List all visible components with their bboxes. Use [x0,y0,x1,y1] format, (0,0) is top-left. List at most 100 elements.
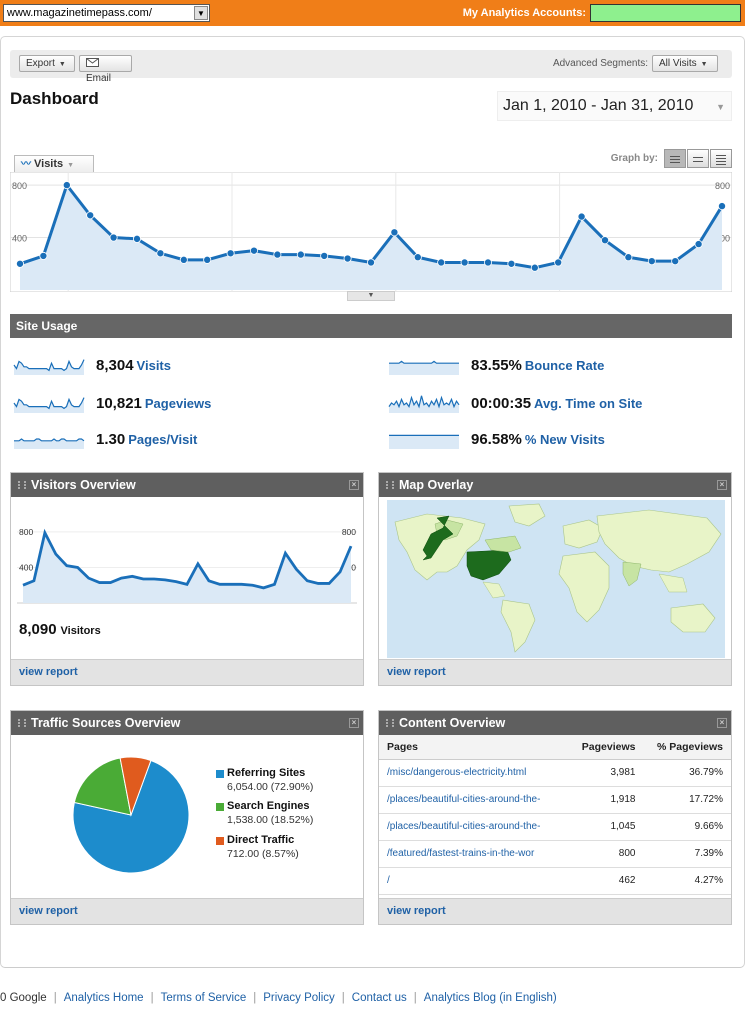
data-point[interactable] [530,263,539,272]
data-point[interactable] [226,249,235,258]
pie-slice[interactable] [73,757,132,816]
export-button[interactable]: Export ▼ [19,55,75,72]
usage-metric-link[interactable]: Avg. Time on Site [534,396,643,411]
graph-by-month-button[interactable] [710,149,732,168]
data-point[interactable] [273,250,282,259]
data-point[interactable] [62,181,71,190]
segments-dropdown[interactable]: All Visits ▼ [652,55,718,72]
footer-link-privacy[interactable]: Privacy Policy [263,992,335,1004]
y-tick-label-right: 400 [715,234,730,244]
chevron-down-icon: ▼ [716,102,725,112]
page-link[interactable]: /featured/fastest-trains-in-the-wor [387,848,535,859]
content-table: Pages Pageviews % Pageviews /misc/danger… [379,735,731,895]
graph-expander[interactable]: ▼ [347,291,395,301]
data-point[interactable] [460,258,469,267]
sparkline-area [14,439,84,449]
usage-metric-value: 10,821 [96,395,142,412]
column-header-pageviews[interactable]: Pageviews [569,735,644,760]
data-point[interactable] [86,211,95,220]
percent-pageviews-cell: 36.79% [643,759,731,787]
data-point[interactable] [343,254,352,263]
pie-slice[interactable] [72,759,190,874]
column-header-pages[interactable]: Pages [379,735,570,760]
usage-metric: 83.55% Bounce Rate [471,357,604,374]
visits-line-chart: 800800400400Jan 4Jan 11Jan 18Jan 25 [10,172,732,292]
footer-link-analytics-home[interactable]: Analytics Home [63,992,144,1004]
footer-link-terms[interactable]: Terms of Service [160,992,247,1004]
data-point[interactable] [437,258,446,267]
view-report-link[interactable]: view report [387,905,446,917]
data-point[interactable] [296,250,305,259]
data-point[interactable] [366,258,375,267]
data-point[interactable] [156,249,165,258]
drag-handle-icon[interactable] [18,481,26,489]
table-row: /featured/fastest-trains-in-the-wor 800 7.… [379,840,731,868]
page-footer: 0 Google | Analytics Home | Terms of Service… [0,992,557,1004]
page-link[interactable]: /misc/dangerous-electricity.html [387,767,527,778]
traffic-sources-footer: view report [11,898,363,924]
usage-metric-value: 1.30 [96,431,126,448]
graph-by-week-button[interactable] [687,149,709,168]
email-button[interactable]: Email [79,55,132,84]
table-row: /misc/dangerous-electricity.html 3,981 36.… [379,759,731,787]
page-cell: /places/beautiful-cities-around-the- [379,813,570,841]
data-point[interactable] [718,202,727,211]
data-point[interactable] [601,236,610,245]
site-select-value: www.magazinetimepass.com/ [7,7,152,19]
data-point[interactable] [320,251,329,260]
view-report-link[interactable]: view report [19,666,78,678]
page-link[interactable]: /places/beautiful-cities-around-the- [387,794,541,805]
close-icon[interactable]: × [717,718,727,728]
data-point[interactable] [647,257,656,266]
y-tick-label-left: 800 [12,181,27,191]
close-icon[interactable]: × [717,480,727,490]
view-report-link[interactable]: view report [387,666,446,678]
date-range-picker[interactable]: Jan 1, 2010 - Jan 31, 2010 ▼ [497,91,732,121]
page-link[interactable]: /places/beautiful-cities-around-the- [387,821,541,832]
data-point[interactable] [179,255,188,264]
usage-metric-link[interactable]: Visits [136,358,171,373]
y-tick-label-left: 400 [19,562,33,572]
drag-handle-icon[interactable] [386,719,394,727]
footer-link-blog[interactable]: Analytics Blog (in English) [423,992,557,1004]
pie-slice[interactable] [119,756,152,817]
drag-handle-icon[interactable] [386,481,394,489]
data-point[interactable] [16,259,24,268]
data-point[interactable] [694,240,703,249]
accounts-select[interactable] [590,4,741,22]
site-select[interactable]: www.magazinetimepass.com/ ▼ [3,4,210,22]
y-tick-label-right: 800 [715,181,730,191]
data-point[interactable] [203,255,212,264]
data-point[interactable] [249,246,258,255]
data-point[interactable] [554,258,563,267]
world-map[interactable] [387,500,725,658]
pageviews-cell: 462 [569,867,644,895]
column-header-percent-pageviews[interactable]: % Pageviews [643,735,731,760]
data-point[interactable] [39,251,48,260]
view-report-link[interactable]: view report [19,905,78,917]
data-point[interactable] [133,234,142,243]
data-point[interactable] [577,212,586,221]
drag-handle-icon[interactable] [18,719,26,727]
sparkline-area [389,361,459,375]
usage-metric-link[interactable]: % New Visits [524,432,605,447]
percent-pageviews-cell: 7.39% [643,840,731,868]
metric-selector-tab[interactable]: 〰 Visits ▼ [14,155,94,174]
segments-value: All Visits [659,58,697,69]
data-point[interactable] [413,253,422,262]
close-icon[interactable]: × [349,480,359,490]
data-point[interactable] [624,253,633,262]
data-point[interactable] [483,258,492,267]
usage-metric-link[interactable]: Bounce Rate [524,358,605,373]
usage-metric-link[interactable]: Pageviews [144,396,212,411]
data-point[interactable] [109,233,118,242]
graph-by-day-button[interactable] [664,149,686,168]
data-point[interactable] [390,228,399,237]
page-link[interactable]: / [387,875,390,886]
data-point[interactable] [671,257,680,266]
data-point[interactable] [507,259,516,268]
usage-metric-link[interactable]: Pages/Visit [128,432,198,447]
close-icon[interactable]: × [349,718,359,728]
footer-link-contact[interactable]: Contact us [351,992,407,1004]
chevron-down-icon[interactable]: ▼ [194,6,208,20]
